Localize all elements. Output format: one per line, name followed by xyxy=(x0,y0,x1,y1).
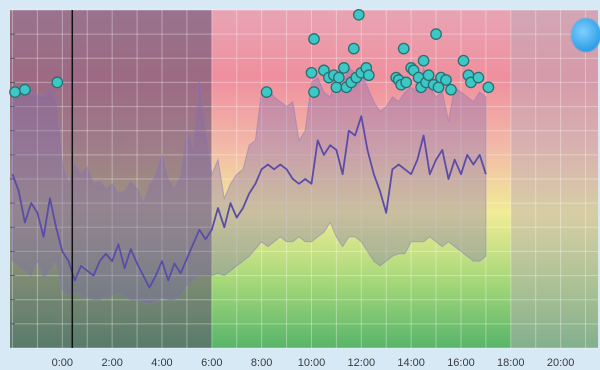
x-tick-label: 18:00 xyxy=(497,357,525,369)
x-tick-label: 12:00 xyxy=(348,357,376,369)
data-marker[interactable] xyxy=(330,81,343,94)
data-marker[interactable] xyxy=(51,76,64,89)
x-tick-label: 14:00 xyxy=(397,357,425,369)
series-line xyxy=(11,115,487,289)
data-marker[interactable] xyxy=(9,86,21,98)
data-marker[interactable] xyxy=(457,54,470,67)
x-tick-label: 10:00 xyxy=(298,357,326,369)
data-marker[interactable] xyxy=(347,42,360,55)
x-tick-label: 4:00 xyxy=(151,357,172,369)
data-marker[interactable] xyxy=(19,83,31,96)
data-marker[interactable] xyxy=(305,66,318,79)
data-marker[interactable] xyxy=(338,62,350,74)
data-marker[interactable] xyxy=(482,81,495,94)
range-band-area xyxy=(12,66,487,306)
data-marker[interactable] xyxy=(472,71,485,84)
x-tick-label: 20:00 xyxy=(547,357,575,369)
shaded-period-night xyxy=(10,10,212,348)
data-marker[interactable] xyxy=(260,86,273,98)
data-marker[interactable] xyxy=(308,33,320,45)
data-marker[interactable] xyxy=(400,76,413,89)
x-tick-label: 0:00 xyxy=(52,357,73,369)
x-tick-label: 2:00 xyxy=(101,357,122,369)
data-marker[interactable] xyxy=(445,83,457,96)
data-marker[interactable] xyxy=(308,86,320,98)
x-tick-label: 8:00 xyxy=(251,357,272,369)
data-marker[interactable] xyxy=(333,71,345,84)
data-marker[interactable] xyxy=(352,8,365,21)
data-marker[interactable] xyxy=(430,28,442,40)
shaded-period-evening xyxy=(510,10,598,348)
data-marker[interactable] xyxy=(417,54,430,67)
data-marker[interactable] xyxy=(440,74,452,86)
x-tick-label: 16:00 xyxy=(447,357,475,369)
data-marker[interactable] xyxy=(362,69,375,82)
data-marker[interactable] xyxy=(397,42,410,55)
x-tick-label: 6:00 xyxy=(201,357,222,369)
data-marker[interactable] xyxy=(422,69,435,82)
status-indicator-icon xyxy=(571,18,600,52)
